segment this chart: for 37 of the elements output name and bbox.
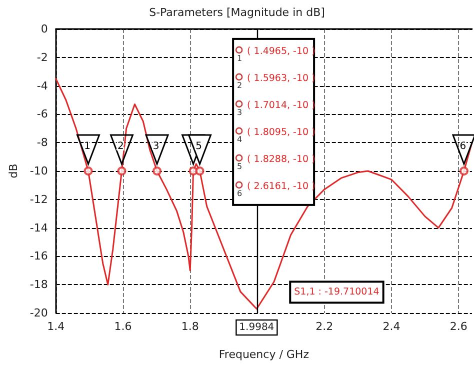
- ref-line-label: 1.9984: [239, 322, 274, 333]
- annotation: 3: [152, 141, 160, 152]
- annotation: 5: [237, 162, 242, 171]
- y-tick-label: -18: [30, 278, 48, 292]
- annotation: 5: [196, 141, 202, 152]
- annotation: ( 1.8095, -10 ): [247, 126, 316, 138]
- y-tick-label: -2: [36, 50, 48, 64]
- annotation: 6: [460, 141, 466, 152]
- annotation: ( 1.7014, -10 ): [247, 100, 316, 111]
- annotation: ( 1.5963, -10 ): [247, 72, 316, 84]
- y-tick-label: -10: [30, 164, 48, 178]
- y-tick-label: -8: [36, 136, 48, 150]
- annotation: 2: [237, 80, 242, 90]
- x-tick-label: 1.6: [114, 320, 132, 333]
- annotation: 3: [237, 108, 242, 117]
- x-axis-title: Frequency / GHz: [218, 348, 310, 361]
- y-tick-label: -12: [30, 192, 48, 206]
- chart-title: S-Parameters [Magnitude in dB]: [149, 6, 325, 19]
- y-tick-label: -16: [30, 250, 48, 263]
- y-axis-title: dB: [7, 164, 20, 178]
- annotation: 6: [237, 188, 242, 198]
- x-tick-label: 2.4: [382, 320, 400, 333]
- annotation: ( 1.8288, -10 ): [247, 154, 316, 165]
- x-tick-label: 2.2: [316, 320, 334, 333]
- y-tick-label: -20: [30, 306, 48, 320]
- annotation: 1: [237, 54, 242, 63]
- y-tick-label: -6: [36, 108, 48, 121]
- annotation: ( 2.6161, -10 ): [247, 180, 316, 192]
- x-tick-label: 1.4: [47, 320, 65, 333]
- annotation: ( 1.4965, -10 ): [247, 46, 316, 57]
- y-tick-label: -4: [36, 79, 48, 92]
- x-tick-label: 1.8: [181, 320, 199, 333]
- annotation: S1,1 : -19.710014: [294, 286, 380, 298]
- annotation: 4: [237, 134, 242, 144]
- y-tick-label: -14: [30, 221, 48, 234]
- x-tick-label: 2.6: [450, 320, 468, 333]
- y-tick-label: 0: [40, 22, 48, 36]
